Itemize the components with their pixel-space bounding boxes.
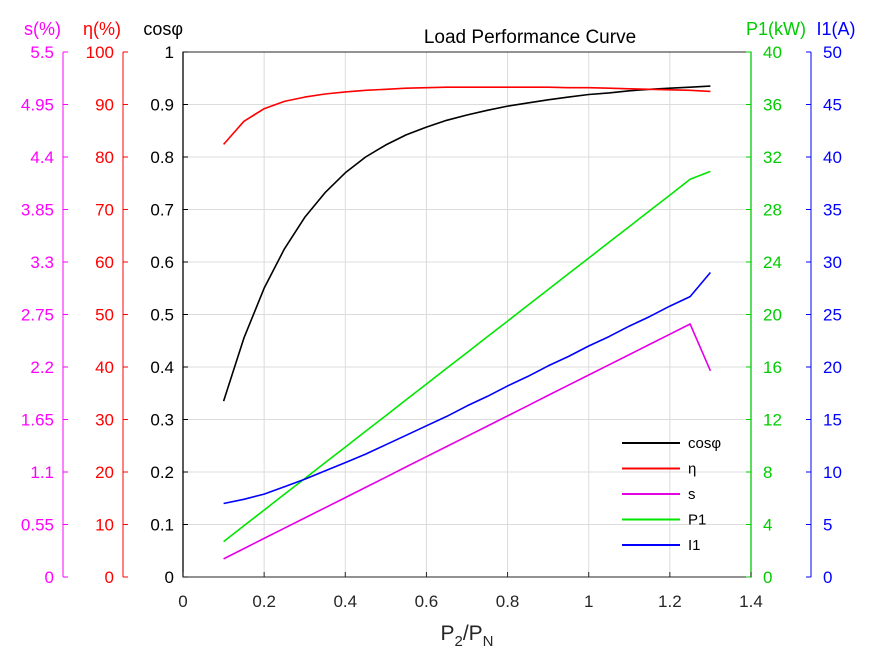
y-tick-label: 1 [165,43,174,62]
x-tick-label: 1.2 [658,592,682,611]
x-axis: 0 0.2 0.4 0.6 0.8 1 1.2 1.4 [178,572,763,611]
y-tick-label: 30 [823,253,842,272]
y-axis-label-p1: P1(kW) [746,19,806,39]
series-line-eta [222,86,711,145]
y-tick-label: 3.3 [30,253,54,272]
y-tick-label: 0.4 [150,358,174,377]
y-tick-label: 16 [763,358,782,377]
y-tick-label: 32 [763,148,782,167]
y-axis-label-s: s(%) [24,19,61,39]
y-tick-label: 0 [165,568,174,587]
x-tick-label: 0.2 [252,592,276,611]
y-tick-label: 0.5 [150,306,174,325]
y-tick-label: 0.2 [150,463,174,482]
y-axis-i1: 0 5 10 15 20 25 30 35 40 45 50 I1(A) [806,19,856,587]
y-tick-label: 8 [763,463,772,482]
y-tick-label: 90 [95,96,114,115]
y-tick-label: 50 [823,43,842,62]
y-tick-label: 20 [823,358,842,377]
y-tick-label: 20 [763,306,782,325]
y-tick-label: 25 [823,306,842,325]
y-tick-label: 100 [86,43,114,62]
y-tick-label: 0 [45,568,54,587]
y-tick-label: 4.95 [21,96,54,115]
y-tick-label: 40 [763,43,782,62]
x-tick-label: 0.6 [415,592,439,611]
y-tick-label: 0.3 [150,411,174,430]
axes-layer: 00.551.11.652.22.753.33.854.44.955.5s(%)… [21,19,856,587]
y-tick-label: 24 [763,253,782,272]
legend-label-s: s [688,486,696,503]
y-tick-label: 0.55 [21,516,54,535]
y-tick-label: 12 [763,411,782,430]
series-line-s [223,323,712,560]
y-tick-label: 1.65 [21,411,54,430]
y-axis-p1: 0 4 8 12 16 20 24 28 32 36 40 P1(kW) [746,19,806,587]
y-tick-label: 30 [95,411,114,430]
y-tick-label: 45 [823,96,842,115]
y-tick-label: 0 [763,568,772,587]
y-tick-label: 0 [105,568,114,587]
series-line-i1 [223,271,712,505]
y-tick-label: 28 [763,201,782,220]
x-tick-label: 0 [178,592,187,611]
y-axis-label-i1: I1(A) [816,19,855,39]
x-axis-label: P2/PN [440,622,493,650]
x-tick-label: 1.4 [739,592,763,611]
y-tick-label: 2.2 [30,358,54,377]
y-axis-cos: 0 0.1 0.2 0.3 0.4 0.5 0.6 0.7 0.8 0.9 1 cosφ [143,19,188,587]
y-tick-label: 2.75 [21,306,54,325]
y-tick-label: 10 [95,516,114,535]
series-layer [222,85,712,560]
y-tick-label: 4 [763,516,772,535]
legend-label-cos: cosφ [688,435,721,452]
y-tick-label: 0.1 [150,516,174,535]
y-tick-label: 35 [823,201,842,220]
series-line-cos [222,85,711,402]
y-tick-label: 0 [823,568,832,587]
x-tick-label: 1 [584,592,593,611]
y-axis-eta: 0 10 20 30 40 50 60 70 80 90 100 η(%) [83,19,128,587]
y-tick-label: 10 [823,463,842,482]
y-tick-label: 0.6 [150,253,174,272]
y-tick-label: 0.9 [150,96,174,115]
y-axis-label-cos: cosφ [143,19,183,39]
y-tick-label: 5 [823,516,832,535]
y-tick-label: 60 [95,253,114,272]
y-tick-label: 1.1 [30,463,54,482]
legend-label-i1: I1 [688,537,701,554]
y-tick-label: 80 [95,148,114,167]
x-tick-label: 0.8 [496,592,520,611]
legend-label-eta: η [688,461,696,478]
y-tick-label: 36 [763,96,782,115]
x-label-sub1: 2 [454,633,462,650]
x-label-sep: /P [463,622,483,645]
legend-label-p1: P1 [688,512,706,529]
y-tick-label: 0.8 [150,148,174,167]
y-tick-label: 3.85 [21,201,54,220]
y-tick-label: 0.7 [150,201,174,220]
chart-title: Load Performance Curve [424,27,636,48]
x-label-base: P [440,622,454,645]
y-tick-label: 40 [95,358,114,377]
y-tick-label: 70 [95,201,114,220]
x-label-sub2: N [483,633,494,650]
x-tick-label: 0.4 [333,592,357,611]
y-tick-label: 50 [95,306,114,325]
y-axis-s: 0 0.55 1.1 1.65 2.2 2.75 3.3 3.85 4.4 4.95 5.5 s(%) [21,19,68,587]
y-tick-label: 5.5 [30,43,54,62]
y-tick-label: 4.4 [30,148,54,167]
legend: cosφ ηs P1 I1 [622,435,721,554]
y-tick-label: 15 [823,411,842,430]
y-tick-label: 40 [823,148,842,167]
y-axis-label-eta: η(%) [83,19,121,39]
y-tick-label: 20 [95,463,114,482]
